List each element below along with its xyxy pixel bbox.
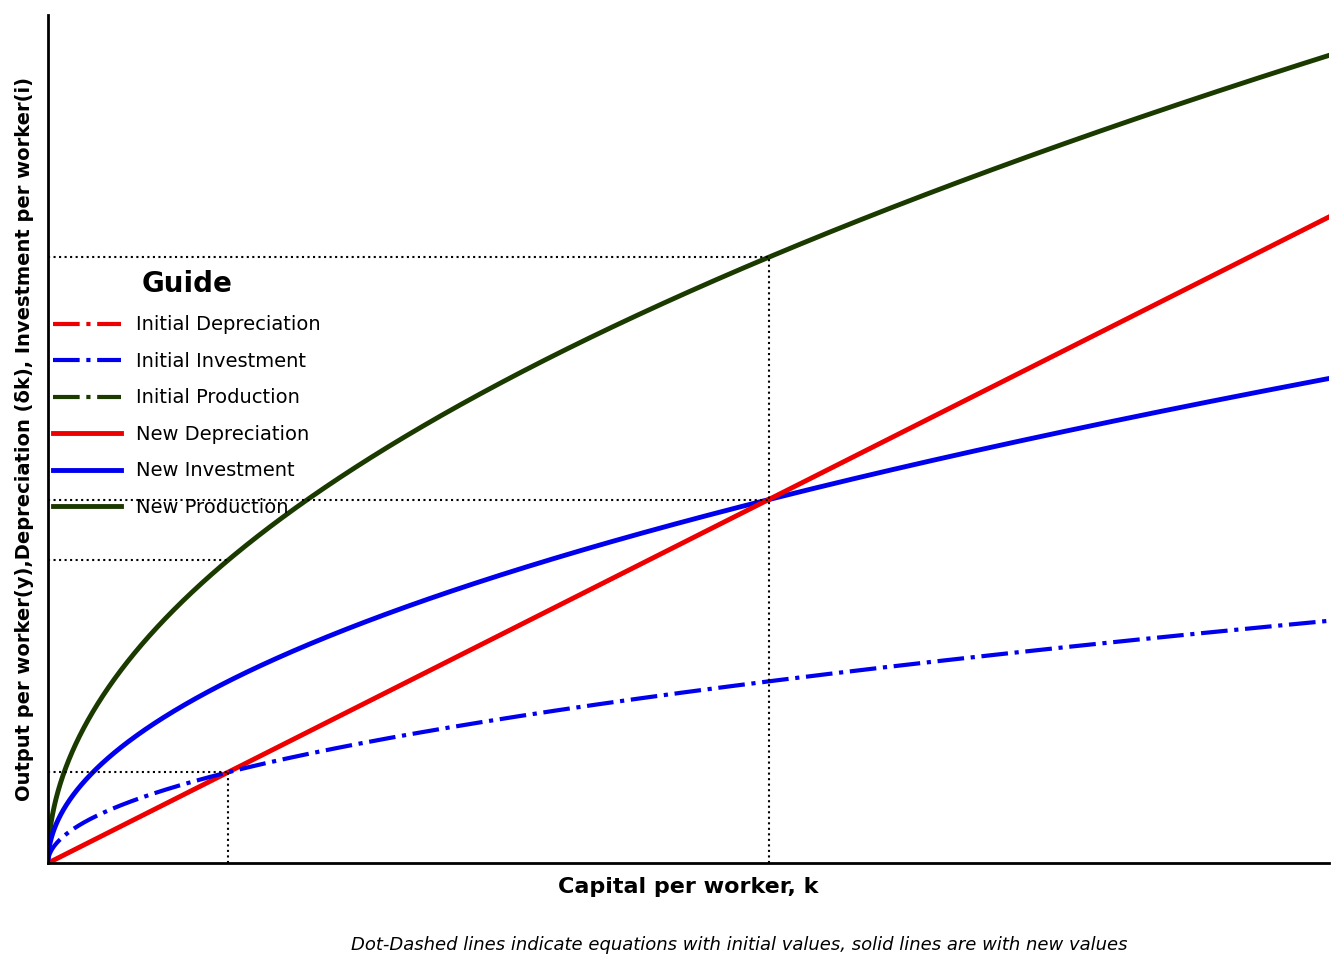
Text: Dot-Dashed lines indicate equations with initial values, solid lines are with ne: Dot-Dashed lines indicate equations with…	[351, 936, 1128, 954]
Y-axis label: Output per worker(y),Depreciation (δk), Investment per worker(i): Output per worker(y),Depreciation (δk), …	[15, 77, 34, 801]
X-axis label: Capital per worker, k: Capital per worker, k	[558, 877, 818, 897]
Legend: Initial Depreciation, Initial Investment, Initial Production, New Depreciation, : Initial Depreciation, Initial Investment…	[44, 262, 328, 525]
